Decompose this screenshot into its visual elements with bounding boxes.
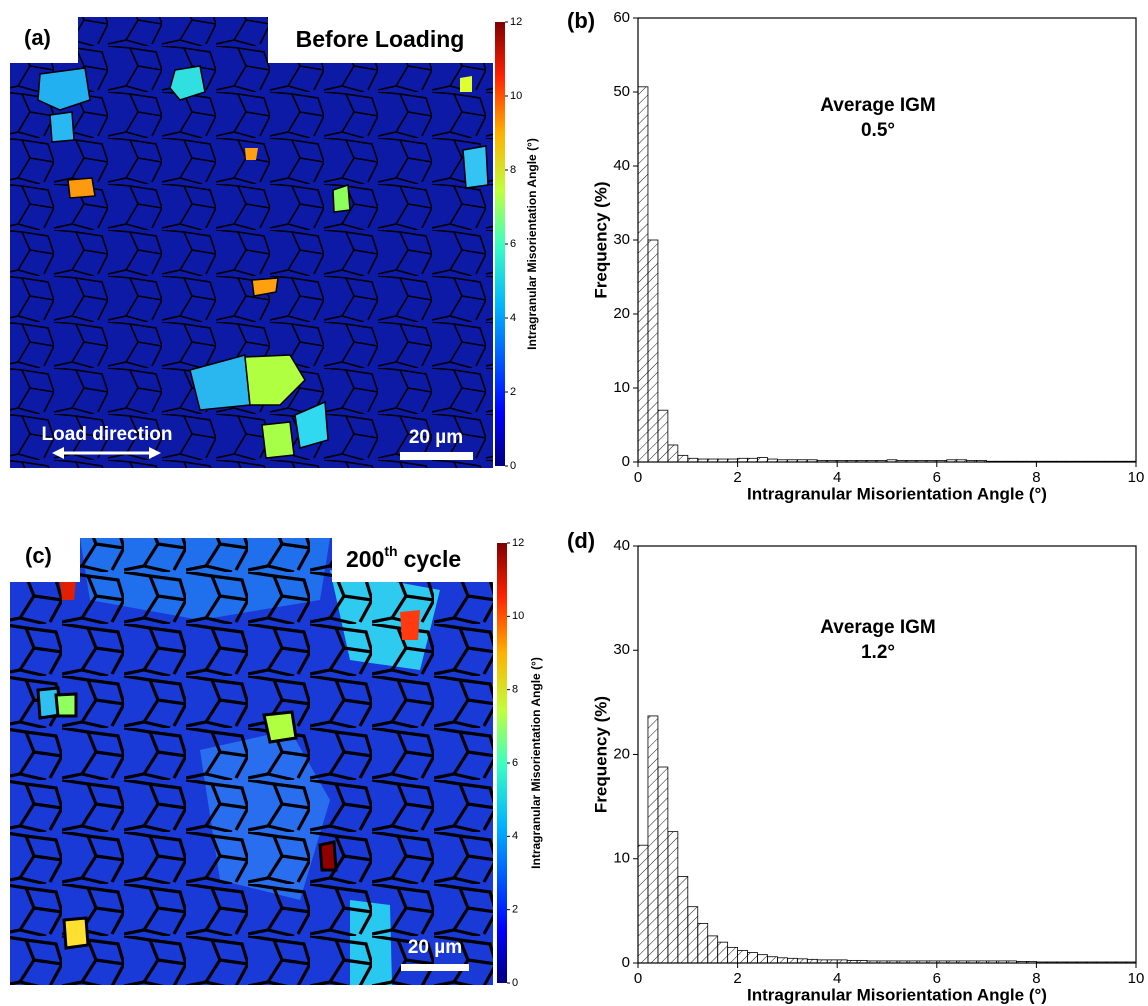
bar	[667, 831, 679, 964]
y-tick-label: 40	[613, 537, 630, 554]
bar	[757, 954, 768, 964]
bar	[796, 958, 808, 964]
bar	[767, 956, 778, 964]
panel-label: (b)	[567, 8, 595, 33]
bar	[707, 935, 719, 964]
y-tick-label: 20	[613, 305, 630, 322]
title-superscript: th	[384, 543, 397, 559]
x-tick-label: 4	[833, 970, 841, 987]
bar	[637, 844, 649, 964]
y-tick-label: 0	[622, 453, 630, 470]
annotation: 0.5°	[861, 120, 895, 141]
x-tick-label: 6	[933, 970, 941, 987]
bar	[747, 952, 758, 964]
y-tick-label: 0	[622, 954, 630, 971]
colorbar-tick-label: 12	[512, 537, 524, 549]
colorbar-tick-label: 2	[510, 386, 516, 398]
colorbar-tick-label: 12	[510, 16, 522, 28]
panel-label: (c)	[25, 543, 52, 568]
title-number: 200	[346, 546, 384, 572]
colorbar-tick-label: 4	[512, 830, 518, 842]
y-axis-label: Frequency (%)	[591, 696, 610, 813]
x-tick-label: 0	[634, 469, 642, 486]
bar	[647, 715, 659, 964]
x-tick-label: 10	[1128, 469, 1145, 486]
map-a	[10, 17, 505, 468]
x-tick-label: 8	[1032, 469, 1040, 486]
panel-label: (d)	[567, 528, 595, 553]
y-tick-label: 10	[613, 379, 630, 396]
colorbar-tick-label: 8	[512, 684, 518, 696]
x-tick-label: 10	[1128, 970, 1145, 987]
colorbar-tick-label: 0	[512, 977, 518, 989]
annotation: Load direction	[42, 424, 173, 445]
x-tick-label: 4	[833, 469, 841, 486]
x-axis-label: Intragranular Misorientation Angle (°)	[747, 484, 1047, 503]
colorbar-tick-label: 6	[510, 238, 516, 250]
panel-label: (a)	[24, 25, 51, 50]
y-axis-label: Frequency (%)	[591, 181, 610, 298]
y-tick-label: 20	[613, 745, 630, 762]
map-title: Before Loading	[296, 26, 465, 52]
y-tick-label: 30	[613, 641, 630, 658]
plot-frame	[637, 17, 1137, 463]
title-rest: cycle	[404, 546, 462, 572]
scale-bar-label: 20 µm	[409, 427, 463, 448]
bar	[677, 454, 689, 463]
bar	[787, 957, 798, 964]
bar	[677, 876, 689, 964]
plot-frame	[637, 545, 1137, 964]
colorbar-tick-label: 10	[512, 610, 524, 622]
y-tick-label: 10	[613, 850, 630, 867]
colorbar-tick-label: 2	[512, 904, 518, 916]
colorbar-label: Intragranular Misorientation Angle (°)	[525, 138, 539, 350]
colorbar-tick-label: 4	[510, 312, 516, 324]
bar	[637, 86, 649, 463]
x-tick-label: 0	[634, 970, 642, 987]
x-axis-label: Intragranular Misorientation Angle (°)	[747, 985, 1047, 1004]
annotation: Average IGM	[820, 95, 935, 116]
colorbar-tick-label: 8	[510, 164, 516, 176]
scale-bar-label: 20 µm	[408, 937, 462, 958]
colorbar-tick-label: 6	[512, 757, 518, 769]
y-tick-label: 40	[613, 157, 630, 174]
bar	[657, 766, 669, 964]
colorbar-tick-label: 10	[510, 90, 522, 102]
bar	[727, 946, 739, 964]
map-c	[10, 538, 507, 985]
x-tick-label: 2	[733, 970, 741, 987]
colorbar-tick-label: 0	[510, 460, 516, 472]
bar	[717, 941, 729, 964]
y-tick-label: 60	[613, 9, 630, 26]
x-tick-label: 8	[1032, 970, 1040, 987]
bar	[647, 239, 659, 463]
map-title: 200th cycle	[346, 543, 461, 572]
bar	[737, 950, 748, 964]
bar	[697, 922, 709, 964]
x-tick-label: 2	[733, 469, 741, 486]
annotation: Average IGM	[820, 617, 935, 638]
bar	[757, 457, 768, 463]
x-tick-label: 6	[933, 469, 941, 486]
bar	[667, 444, 679, 463]
bar	[777, 957, 788, 964]
bar	[657, 409, 669, 463]
y-tick-label: 30	[613, 231, 630, 248]
colorbar-label: Intragranular Misorientation Angle (°)	[529, 657, 543, 869]
annotation: 1.2°	[861, 642, 895, 663]
bar	[687, 906, 699, 964]
y-tick-label: 50	[613, 83, 630, 100]
